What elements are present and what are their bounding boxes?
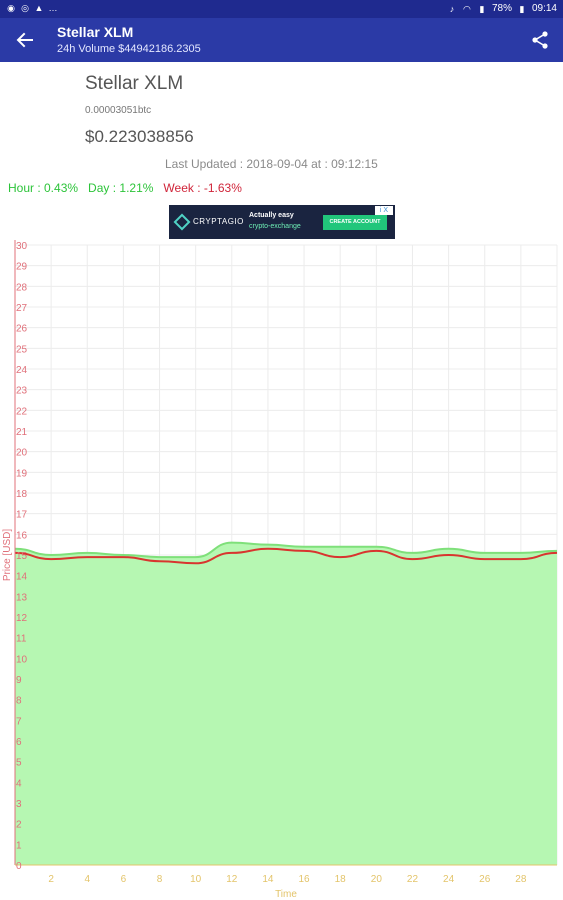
app-title: Stellar XLM [57, 24, 134, 40]
chart-svg: 0123456789101112131415161718192021222324… [2, 240, 558, 900]
ad-tagline: crypto-exchange [249, 223, 301, 230]
y-tick-label: 24 [16, 365, 28, 376]
mute-icon: ♪ [449, 3, 455, 14]
y-tick-label: 4 [16, 778, 22, 789]
share-icon [532, 31, 548, 49]
x-tick-label: 16 [299, 874, 311, 885]
y-tick-label: 7 [16, 716, 22, 727]
x-tick-label: 24 [443, 874, 455, 885]
messenger-icon: ◉ [7, 3, 15, 13]
cryptagio-logo-icon [173, 213, 191, 231]
x-tick-label: 12 [226, 874, 238, 885]
y-tick-label: 19 [16, 468, 28, 479]
y-tick-label: 9 [16, 675, 22, 686]
y-tick-label: 0 [16, 861, 22, 872]
x-tick-label: 2 [48, 874, 54, 885]
price-series-line [14, 547, 558, 565]
x-tick-label: 4 [84, 874, 90, 885]
ad-logo-text: CRYPTAGIO [193, 217, 244, 226]
x-tick-label: 14 [262, 874, 274, 885]
y-axis-label: Price [USD] [2, 529, 13, 581]
y-tick-label: 16 [16, 530, 28, 541]
signal-icon: ▮ [479, 3, 485, 14]
btc-price: 0.00003051btc [85, 105, 152, 116]
y-tick-labels: 0123456789101112131415161718192021222324… [16, 241, 28, 872]
y-tick-label: 13 [16, 592, 28, 603]
x-axis-label: Time [275, 889, 297, 900]
y-tick-label: 6 [16, 737, 22, 748]
y-tick-label: 17 [16, 510, 28, 521]
y-tick-label: 8 [16, 696, 22, 707]
x-tick-labels: 2 4 6 8 10 12 14 16 18 20 22 24 26 28 [48, 874, 527, 885]
upper-series-line [14, 541, 558, 559]
y-tick-label: 18 [16, 489, 28, 500]
y-tick-label: 5 [16, 758, 22, 769]
week-change: Week : -1.63% [163, 181, 242, 195]
ad-banner[interactable]: CRYPTAGIO Actually easy crypto-exchange … [169, 205, 395, 239]
y-tick-label: 2 [16, 820, 22, 831]
y-tick-label: 14 [16, 572, 28, 583]
y-tick-label: 3 [16, 799, 22, 810]
price-chart[interactable]: 0 1 2 3 4 5 6 7 8 9 10 11 12 13 14 15 16 17 18 19 20 21 22 23 24… [0, 240, 563, 900]
ad-choices-icon[interactable]: i X [375, 206, 393, 215]
x-tick-label: 18 [335, 874, 347, 885]
wifi-icon: ◠ [463, 3, 471, 14]
y-tick-label: 15 [16, 551, 28, 562]
system-icons: ♪ ◠ ▮ 78% ▮ 09:14 [447, 3, 557, 14]
x-tick-label: 22 [407, 874, 419, 885]
x-tick-label: 26 [479, 874, 491, 885]
volume-subtitle: 24h Volume $44942186.2305 [57, 43, 201, 55]
coin-name: Stellar XLM [85, 73, 184, 94]
x-tick-label: 28 [515, 874, 527, 885]
day-change: Day : 1.21% [88, 181, 154, 195]
y-tick-label: 29 [16, 262, 28, 273]
y-tick-label: 23 [16, 386, 28, 397]
y-tick-label: 28 [16, 282, 28, 293]
battery-icon: ▮ [519, 3, 525, 14]
y-tick-label: 1 [16, 840, 22, 851]
y-tick-label: 20 [16, 448, 28, 459]
share-button[interactable] [529, 29, 551, 51]
usd-price: $0.223038856 [85, 127, 194, 146]
y-tick-label: 21 [16, 427, 28, 438]
status-bar: ◉ ◎ ▲ … ♪ ◠ ▮ 78% ▮ 09:14 [0, 0, 563, 18]
ad-headline: Actually easy [249, 212, 294, 219]
y-tick-label: 22 [16, 406, 28, 417]
y-tick-label: 26 [16, 324, 28, 335]
price-area-fill [15, 542, 557, 865]
y-tick-label: 25 [16, 344, 28, 355]
y-tick-label: 11 [16, 634, 27, 645]
last-updated: Last Updated : 2018-09-04 at : 09:12:15 [165, 157, 378, 171]
ad-create-account-button[interactable]: CREATE ACCOUNT [323, 215, 387, 230]
hour-change: Hour : 0.43% [8, 181, 79, 195]
y-tick-label: 30 [16, 241, 28, 252]
back-arrow-icon [16, 32, 33, 48]
warning-icon: ▲ [34, 3, 44, 13]
x-tick-label: 6 [121, 874, 127, 885]
notification-icons: ◉ ◎ ▲ … [6, 3, 58, 13]
y-tick-label: 10 [16, 654, 28, 665]
whatsapp-icon: ◎ [21, 3, 29, 13]
clock: 09:14 [531, 3, 557, 14]
percent-changes: Hour : 0.43% Day : 1.21% Week : -1.63% [8, 181, 242, 195]
y-tick-label: 12 [16, 613, 28, 624]
x-tick-label: 20 [371, 874, 383, 885]
y-tick-label: 27 [16, 303, 28, 314]
x-tick-label: 10 [190, 874, 202, 885]
back-button[interactable] [12, 28, 38, 52]
battery-percent: 78% [491, 3, 512, 14]
app-bar: Stellar XLM 24h Volume $44942186.2305 [0, 18, 563, 62]
x-tick-label: 8 [157, 874, 163, 885]
more-dots-icon: … [48, 3, 58, 13]
